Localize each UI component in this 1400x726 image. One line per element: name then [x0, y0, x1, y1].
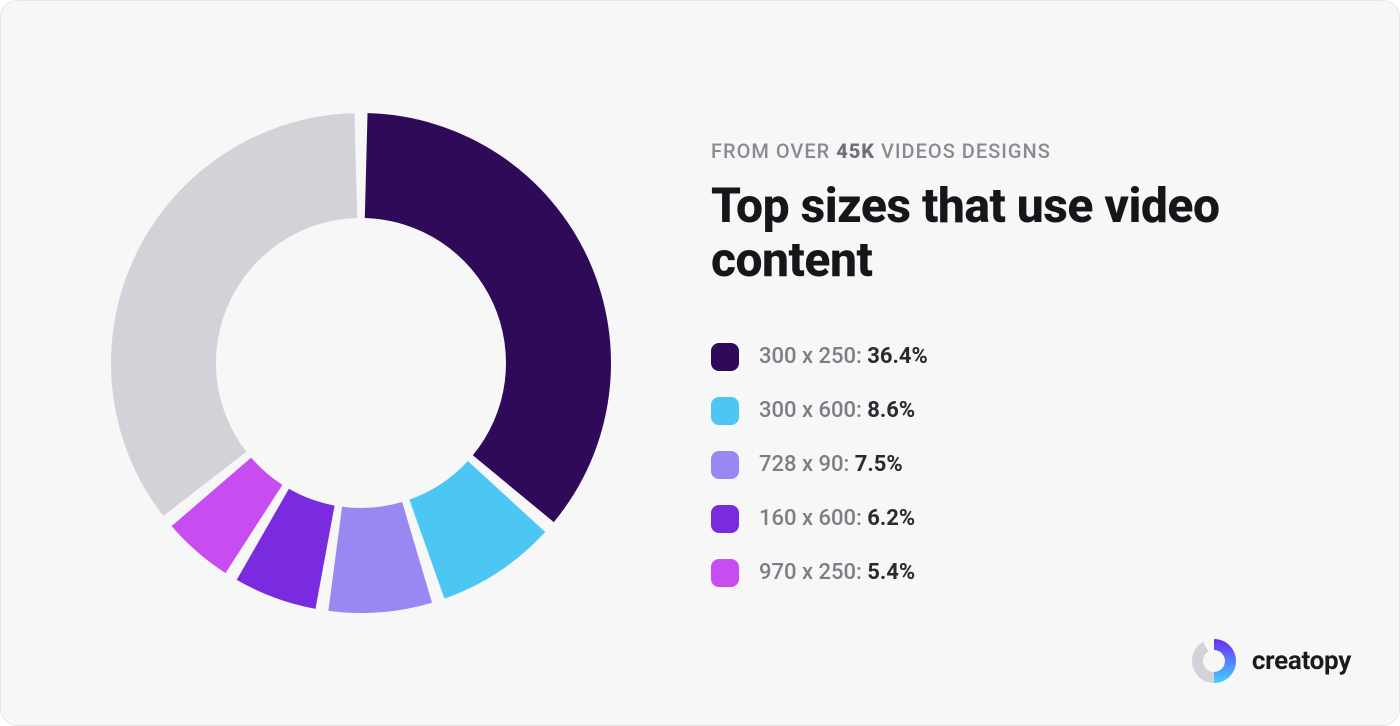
chart-title: Top sizes that use video content — [711, 179, 1231, 287]
legend-label: 160 x 600: — [759, 506, 867, 531]
info-panel: FROM OVER 45K VIDEOS DESIGNS Top sizes t… — [711, 139, 1319, 587]
legend-value: 36.4% — [867, 344, 928, 369]
eyebrow-suffix: VIDEOS DESIGNS — [875, 139, 1051, 163]
brand-logo: creatopy — [1190, 637, 1351, 685]
legend-label: 728 x 90: — [759, 452, 855, 477]
legend-swatch — [711, 559, 739, 587]
legend-item: 300 x 250: 36.4% — [711, 343, 1319, 371]
legend-value: 7.5% — [855, 452, 903, 477]
donut-slice — [111, 113, 357, 516]
eyebrow-prefix: FROM OVER — [711, 139, 836, 163]
brand-name: creatopy — [1252, 646, 1351, 676]
legend-value: 8.6% — [867, 398, 915, 423]
eyebrow-strong: 45K — [836, 139, 875, 163]
legend-text: 160 x 600: 6.2% — [759, 506, 915, 531]
donut-chart — [111, 113, 611, 613]
legend-label: 300 x 250: — [759, 344, 867, 369]
creatopy-logo-icon — [1190, 637, 1238, 685]
legend-swatch — [711, 397, 739, 425]
donut-chart-container — [81, 83, 641, 643]
donut-slice — [365, 113, 611, 522]
legend-text: 970 x 250: 5.4% — [759, 560, 915, 585]
legend-swatch — [711, 343, 739, 371]
legend-item: 300 x 600: 8.6% — [711, 397, 1319, 425]
legend-text: 300 x 600: 8.6% — [759, 398, 915, 423]
legend-item: 728 x 90: 7.5% — [711, 451, 1319, 479]
legend: 300 x 250: 36.4% 300 x 600: 8.6% 728 x 90:… — [711, 343, 1319, 587]
legend-value: 6.2% — [867, 506, 915, 531]
legend-label: 970 x 250: — [759, 560, 867, 585]
legend-item: 160 x 600: 6.2% — [711, 505, 1319, 533]
legend-text: 300 x 250: 36.4% — [759, 344, 928, 369]
infographic-card: FROM OVER 45K VIDEOS DESIGNS Top sizes t… — [0, 0, 1400, 726]
legend-text: 728 x 90: 7.5% — [759, 452, 903, 477]
legend-value: 5.4% — [867, 560, 915, 585]
legend-label: 300 x 600: — [759, 398, 867, 423]
legend-item: 970 x 250: 5.4% — [711, 559, 1319, 587]
eyebrow-text: FROM OVER 45K VIDEOS DESIGNS — [711, 139, 1319, 163]
legend-swatch — [711, 451, 739, 479]
legend-swatch — [711, 505, 739, 533]
